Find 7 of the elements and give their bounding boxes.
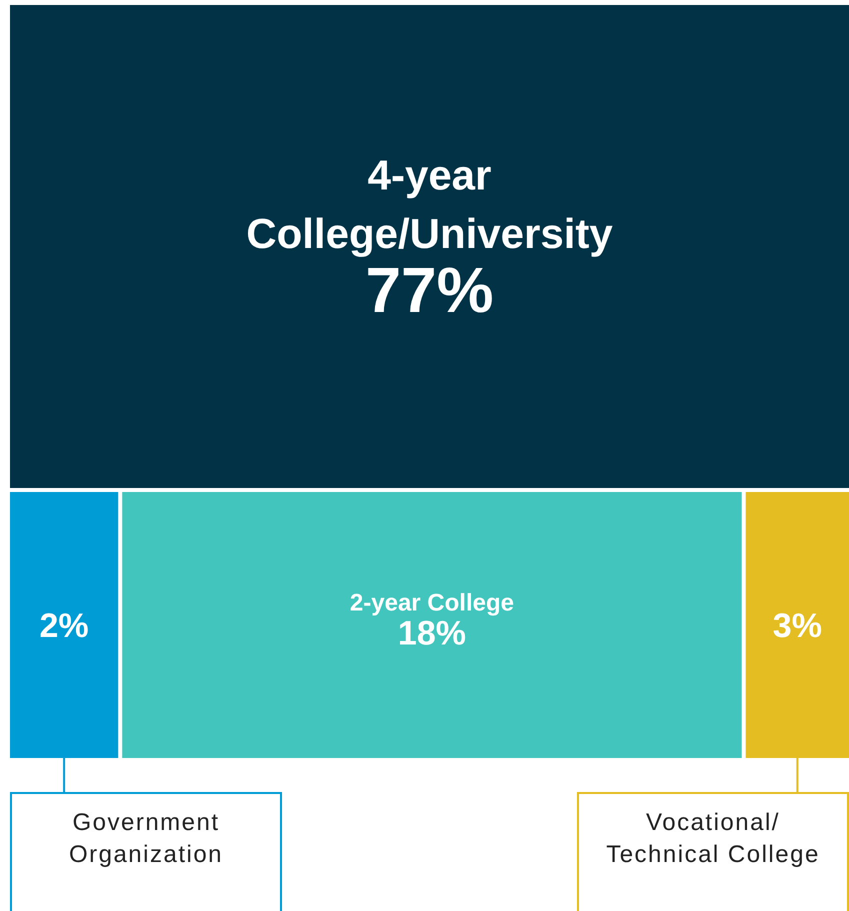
data-label: 2% <box>40 607 89 646</box>
category-label: 4-year College/University <box>246 151 614 258</box>
data-label: 18% <box>398 614 466 652</box>
category-label: Government Organization <box>68 809 224 868</box>
category-label: 2-year College <box>350 589 514 616</box>
category-label: Vocational/ Technical College <box>606 809 820 868</box>
data-label: 3% <box>772 607 822 646</box>
